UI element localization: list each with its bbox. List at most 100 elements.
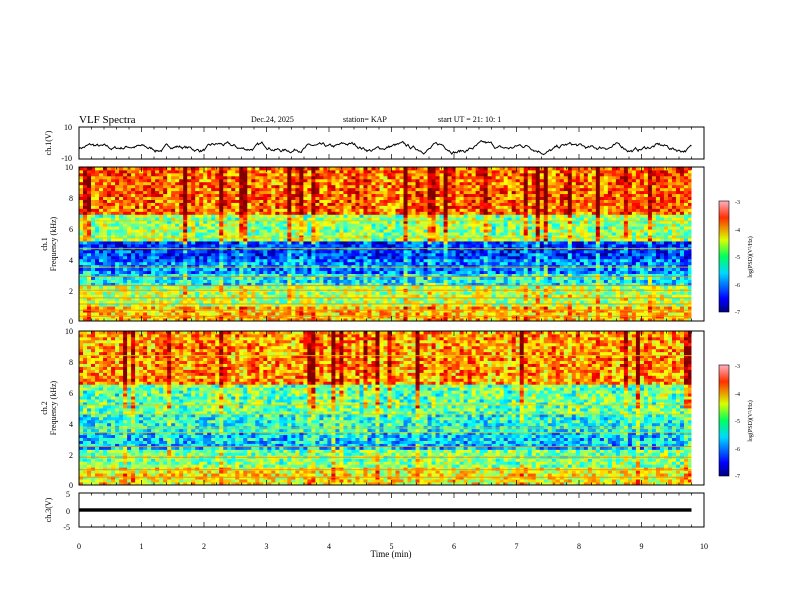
spectrogram-cell	[647, 282, 653, 286]
spectrogram-cell	[623, 229, 629, 233]
spectrogram-cell	[471, 300, 477, 304]
spectrogram-cell	[107, 276, 112, 280]
spectrogram-cell	[531, 273, 537, 277]
spectrogram-cell	[359, 318, 364, 322]
spectrogram-cell	[279, 309, 284, 313]
spectrogram-cell	[659, 235, 665, 239]
spectrogram-cell	[87, 282, 92, 286]
spectrogram-cell	[587, 318, 593, 322]
spectrogram-cell	[135, 267, 140, 272]
spectrogram-cell	[131, 252, 136, 257]
spectrogram-cell	[235, 241, 240, 245]
spectrogram-cell	[295, 273, 300, 277]
spectrogram-cell	[607, 270, 613, 275]
spectrogram-cell	[635, 232, 641, 236]
spectrogram-cell	[151, 312, 156, 316]
spectrogram-cell	[523, 264, 529, 269]
spectrogram-cell	[87, 232, 92, 236]
spectrogram-cell	[455, 267, 461, 272]
spectrogram-cell	[327, 255, 332, 260]
spectrogram-cell	[203, 294, 208, 298]
spectrogram-cell	[635, 291, 641, 295]
spectrogram-cell	[655, 238, 661, 242]
spectrogram-cell	[467, 244, 473, 248]
spectrogram-cell	[159, 264, 164, 269]
spectrogram-cell	[595, 309, 601, 313]
spectrogram-cell	[231, 291, 236, 295]
spectrogram-cell	[139, 232, 144, 236]
spectrogram-cell	[395, 279, 400, 283]
spectrogram-cell	[143, 294, 148, 298]
spectrogram-cell	[263, 273, 268, 277]
spectrogram-cell	[191, 226, 196, 230]
spectrogram-cell	[195, 255, 200, 260]
spectrogram-cell	[391, 267, 396, 272]
spectrogram-cell	[419, 282, 424, 286]
spectrogram-cell	[167, 300, 172, 304]
spectrogram-cell	[275, 232, 280, 236]
spectrogram-cell	[419, 306, 424, 310]
spectrogram-cell	[399, 264, 404, 269]
spectrogram-cell	[107, 303, 112, 307]
spectrogram-cell	[255, 244, 260, 248]
spectrogram-cell	[551, 303, 557, 307]
spectrogram-cell	[679, 244, 685, 248]
spectrogram-cell	[559, 318, 565, 322]
spectrogram-cell	[571, 255, 577, 260]
spectrogram-cell	[435, 270, 440, 275]
spectrogram-cell	[355, 297, 360, 301]
date-label: Dec.24, 2025	[251, 115, 294, 124]
spectrogram-cell	[327, 273, 332, 277]
spectrogram-cell	[251, 241, 256, 245]
spectrogram-cell	[659, 267, 665, 272]
spectrogram-cell	[663, 300, 669, 304]
spectrogram-cell	[187, 264, 192, 269]
spectrogram-cell	[263, 312, 268, 316]
spectrogram-cell	[371, 232, 376, 236]
spectrogram-cell	[119, 235, 124, 239]
spectrogram-cell	[379, 318, 384, 322]
spectrogram-cell	[223, 297, 228, 301]
spectrogram-cell	[375, 261, 380, 266]
spectrogram-cell	[299, 318, 304, 322]
spectrogram-cell	[579, 258, 585, 263]
spectrogram-cell	[207, 223, 212, 227]
spectrogram-cell	[167, 264, 172, 269]
spectrogram-cell	[619, 291, 625, 295]
spectrogram-cell	[499, 235, 505, 239]
spectrogram-cell	[275, 291, 280, 295]
spectrogram-cell	[335, 285, 340, 289]
spectrogram-cell	[367, 270, 372, 275]
spectrogram-cell	[307, 291, 312, 295]
spectrogram-cell	[107, 249, 112, 254]
spectrogram-cell	[147, 249, 152, 254]
spectrogram-cell	[491, 318, 497, 322]
spectrogram-cell	[423, 267, 428, 272]
spectrogram-cell	[463, 229, 469, 233]
spectrogram-cell	[135, 252, 140, 257]
spectrogram-cell	[339, 235, 344, 239]
spectrogram-cell	[167, 312, 172, 316]
spectrogram-cell	[319, 235, 324, 239]
spectrogram-cell	[555, 226, 561, 230]
spectrogram-cell	[347, 291, 352, 295]
spectrogram-cell	[175, 232, 180, 236]
spectrogram-cell	[507, 270, 513, 275]
spectrogram-cell	[479, 249, 485, 254]
spectrogram-cell	[159, 235, 164, 239]
spectrogram-cell	[683, 276, 689, 280]
spectrogram-cell	[679, 309, 685, 313]
spectrogram-cell	[411, 226, 416, 230]
spectrogram-cell	[323, 264, 328, 269]
spectrogram-cell	[479, 291, 485, 295]
spectrogram-cell	[399, 226, 404, 230]
spectrogram-cell	[235, 300, 240, 304]
spectrogram-cell	[243, 273, 248, 277]
spectrogram-cell	[407, 226, 412, 230]
spectrogram-cell	[267, 244, 272, 248]
spectrogram-cell	[519, 282, 525, 286]
spectrogram-cell	[415, 279, 420, 283]
spectrogram-cell	[655, 235, 661, 239]
spectrogram-cell	[195, 294, 200, 298]
spectrogram-cell	[131, 261, 136, 266]
